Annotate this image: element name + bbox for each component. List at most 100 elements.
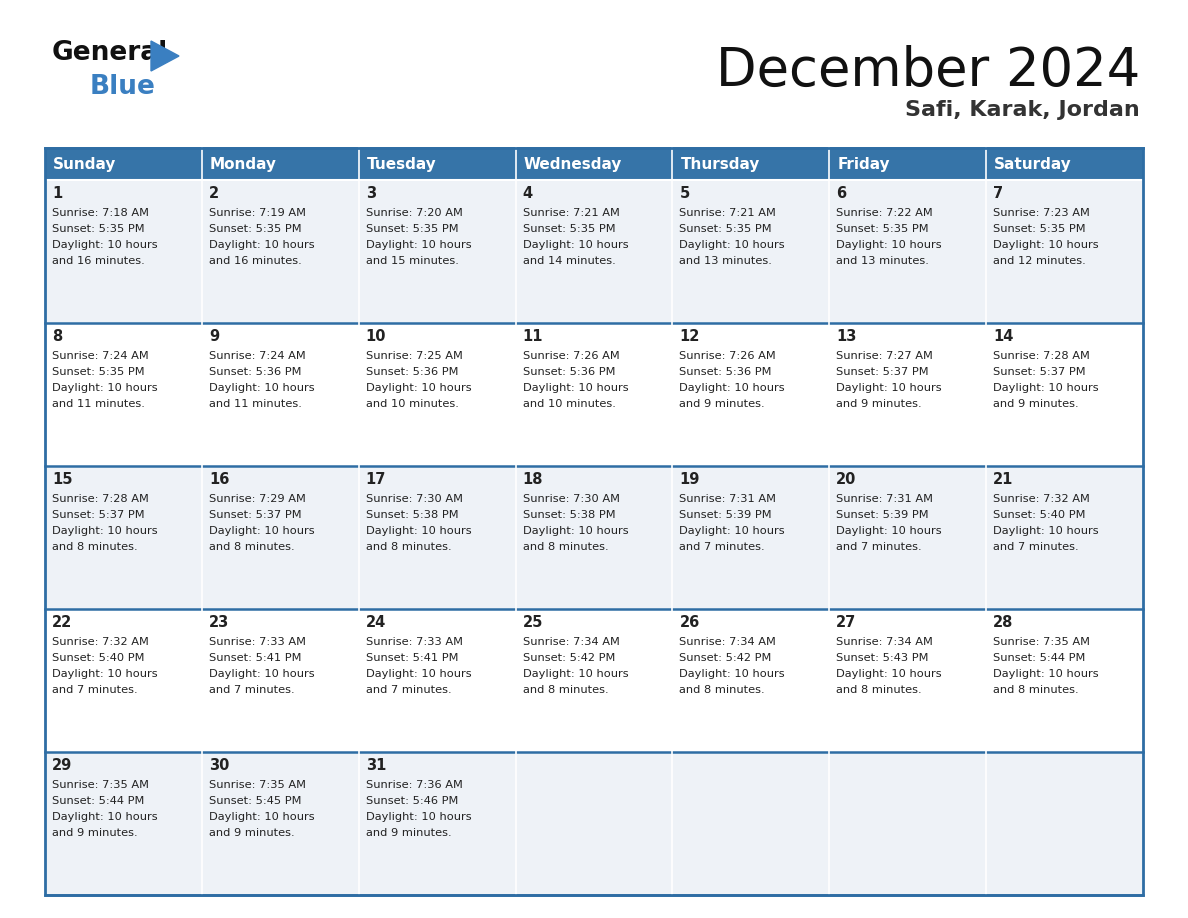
Text: 11: 11: [523, 329, 543, 344]
Text: and 12 minutes.: and 12 minutes.: [993, 256, 1086, 266]
Text: Sunrise: 7:33 AM: Sunrise: 7:33 AM: [209, 637, 305, 647]
Text: Sunrise: 7:25 AM: Sunrise: 7:25 AM: [366, 352, 462, 362]
Text: and 7 minutes.: and 7 minutes.: [680, 543, 765, 553]
Text: Daylight: 10 hours: Daylight: 10 hours: [52, 241, 158, 251]
Text: Sunset: 5:37 PM: Sunset: 5:37 PM: [993, 367, 1086, 377]
Text: Sunrise: 7:29 AM: Sunrise: 7:29 AM: [209, 495, 305, 505]
Text: Friday: Friday: [838, 156, 890, 172]
Text: and 8 minutes.: and 8 minutes.: [209, 543, 295, 553]
Text: Daylight: 10 hours: Daylight: 10 hours: [680, 526, 785, 536]
Text: Wednesday: Wednesday: [524, 156, 623, 172]
Text: and 14 minutes.: and 14 minutes.: [523, 256, 615, 266]
Bar: [45, 752, 202, 895]
Text: and 9 minutes.: and 9 minutes.: [209, 828, 295, 838]
Text: and 8 minutes.: and 8 minutes.: [523, 543, 608, 553]
Text: Daylight: 10 hours: Daylight: 10 hours: [523, 526, 628, 536]
Text: and 8 minutes.: and 8 minutes.: [680, 686, 765, 695]
Bar: [202, 466, 359, 609]
Text: 21: 21: [993, 472, 1013, 487]
Text: and 8 minutes.: and 8 minutes.: [993, 686, 1079, 695]
Text: and 8 minutes.: and 8 minutes.: [523, 686, 608, 695]
Text: Daylight: 10 hours: Daylight: 10 hours: [836, 384, 942, 394]
Text: Daylight: 10 hours: Daylight: 10 hours: [680, 384, 785, 394]
Text: Sunset: 5:41 PM: Sunset: 5:41 PM: [366, 654, 459, 664]
Text: Sunset: 5:38 PM: Sunset: 5:38 PM: [366, 510, 459, 521]
Bar: [45, 148, 1143, 895]
Text: 20: 20: [836, 472, 857, 487]
Text: and 7 minutes.: and 7 minutes.: [52, 686, 138, 695]
Text: Sunset: 5:44 PM: Sunset: 5:44 PM: [993, 654, 1086, 664]
Bar: [202, 323, 359, 466]
Text: Sunrise: 7:18 AM: Sunrise: 7:18 AM: [52, 208, 148, 218]
Bar: [672, 148, 829, 180]
Text: Daylight: 10 hours: Daylight: 10 hours: [52, 526, 158, 536]
Text: Sunrise: 7:36 AM: Sunrise: 7:36 AM: [366, 780, 462, 790]
Text: Sunrise: 7:28 AM: Sunrise: 7:28 AM: [52, 495, 148, 505]
Text: and 7 minutes.: and 7 minutes.: [836, 543, 922, 553]
Text: Sunrise: 7:21 AM: Sunrise: 7:21 AM: [680, 208, 776, 218]
Bar: [359, 466, 516, 609]
Text: 31: 31: [366, 758, 386, 773]
Text: Daylight: 10 hours: Daylight: 10 hours: [366, 669, 472, 679]
Text: and 9 minutes.: and 9 minutes.: [52, 828, 138, 838]
Text: Daylight: 10 hours: Daylight: 10 hours: [836, 526, 942, 536]
Text: Sunrise: 7:26 AM: Sunrise: 7:26 AM: [523, 352, 619, 362]
Text: Sunrise: 7:27 AM: Sunrise: 7:27 AM: [836, 352, 933, 362]
Text: and 9 minutes.: and 9 minutes.: [836, 399, 922, 409]
Text: Sunrise: 7:28 AM: Sunrise: 7:28 AM: [993, 352, 1091, 362]
Bar: [986, 752, 1143, 895]
Text: Sunrise: 7:24 AM: Sunrise: 7:24 AM: [209, 352, 305, 362]
Bar: [986, 609, 1143, 752]
Text: Sunrise: 7:34 AM: Sunrise: 7:34 AM: [523, 637, 619, 647]
Text: Sunrise: 7:19 AM: Sunrise: 7:19 AM: [209, 208, 305, 218]
Text: Sunset: 5:35 PM: Sunset: 5:35 PM: [680, 224, 772, 234]
Bar: [202, 148, 359, 180]
Text: and 7 minutes.: and 7 minutes.: [366, 686, 451, 695]
Text: 13: 13: [836, 329, 857, 344]
Bar: [516, 180, 672, 323]
Bar: [516, 609, 672, 752]
Bar: [45, 148, 202, 180]
Text: Sunday: Sunday: [53, 156, 116, 172]
Text: and 10 minutes.: and 10 minutes.: [523, 399, 615, 409]
Text: Sunset: 5:40 PM: Sunset: 5:40 PM: [993, 510, 1086, 521]
Text: Sunrise: 7:34 AM: Sunrise: 7:34 AM: [836, 637, 933, 647]
Bar: [672, 466, 829, 609]
Text: Daylight: 10 hours: Daylight: 10 hours: [209, 241, 315, 251]
Text: Sunset: 5:39 PM: Sunset: 5:39 PM: [680, 510, 772, 521]
Text: Daylight: 10 hours: Daylight: 10 hours: [52, 384, 158, 394]
Bar: [516, 466, 672, 609]
Text: General: General: [52, 40, 169, 66]
Text: Daylight: 10 hours: Daylight: 10 hours: [366, 384, 472, 394]
Text: Sunset: 5:40 PM: Sunset: 5:40 PM: [52, 654, 145, 664]
Text: Sunset: 5:38 PM: Sunset: 5:38 PM: [523, 510, 615, 521]
Text: Daylight: 10 hours: Daylight: 10 hours: [209, 384, 315, 394]
Text: 15: 15: [52, 472, 72, 487]
Text: and 15 minutes.: and 15 minutes.: [366, 256, 459, 266]
Bar: [986, 148, 1143, 180]
Bar: [359, 180, 516, 323]
Text: Sunrise: 7:20 AM: Sunrise: 7:20 AM: [366, 208, 462, 218]
Text: Sunrise: 7:34 AM: Sunrise: 7:34 AM: [680, 637, 776, 647]
Text: Sunrise: 7:31 AM: Sunrise: 7:31 AM: [680, 495, 777, 505]
Text: Daylight: 10 hours: Daylight: 10 hours: [523, 384, 628, 394]
Text: 23: 23: [209, 615, 229, 630]
Text: and 9 minutes.: and 9 minutes.: [680, 399, 765, 409]
Text: 16: 16: [209, 472, 229, 487]
Text: Sunset: 5:42 PM: Sunset: 5:42 PM: [523, 654, 615, 664]
Text: 12: 12: [680, 329, 700, 344]
Bar: [829, 148, 986, 180]
Text: Sunset: 5:35 PM: Sunset: 5:35 PM: [209, 224, 302, 234]
Text: Daylight: 10 hours: Daylight: 10 hours: [523, 241, 628, 251]
Text: 8: 8: [52, 329, 62, 344]
Text: Sunrise: 7:23 AM: Sunrise: 7:23 AM: [993, 208, 1091, 218]
Text: Monday: Monday: [210, 156, 277, 172]
Text: Sunset: 5:43 PM: Sunset: 5:43 PM: [836, 654, 929, 664]
Bar: [359, 752, 516, 895]
Text: Daylight: 10 hours: Daylight: 10 hours: [366, 526, 472, 536]
Bar: [672, 609, 829, 752]
Bar: [829, 466, 986, 609]
Text: Daylight: 10 hours: Daylight: 10 hours: [680, 241, 785, 251]
Text: Sunset: 5:41 PM: Sunset: 5:41 PM: [209, 654, 302, 664]
Bar: [45, 609, 202, 752]
